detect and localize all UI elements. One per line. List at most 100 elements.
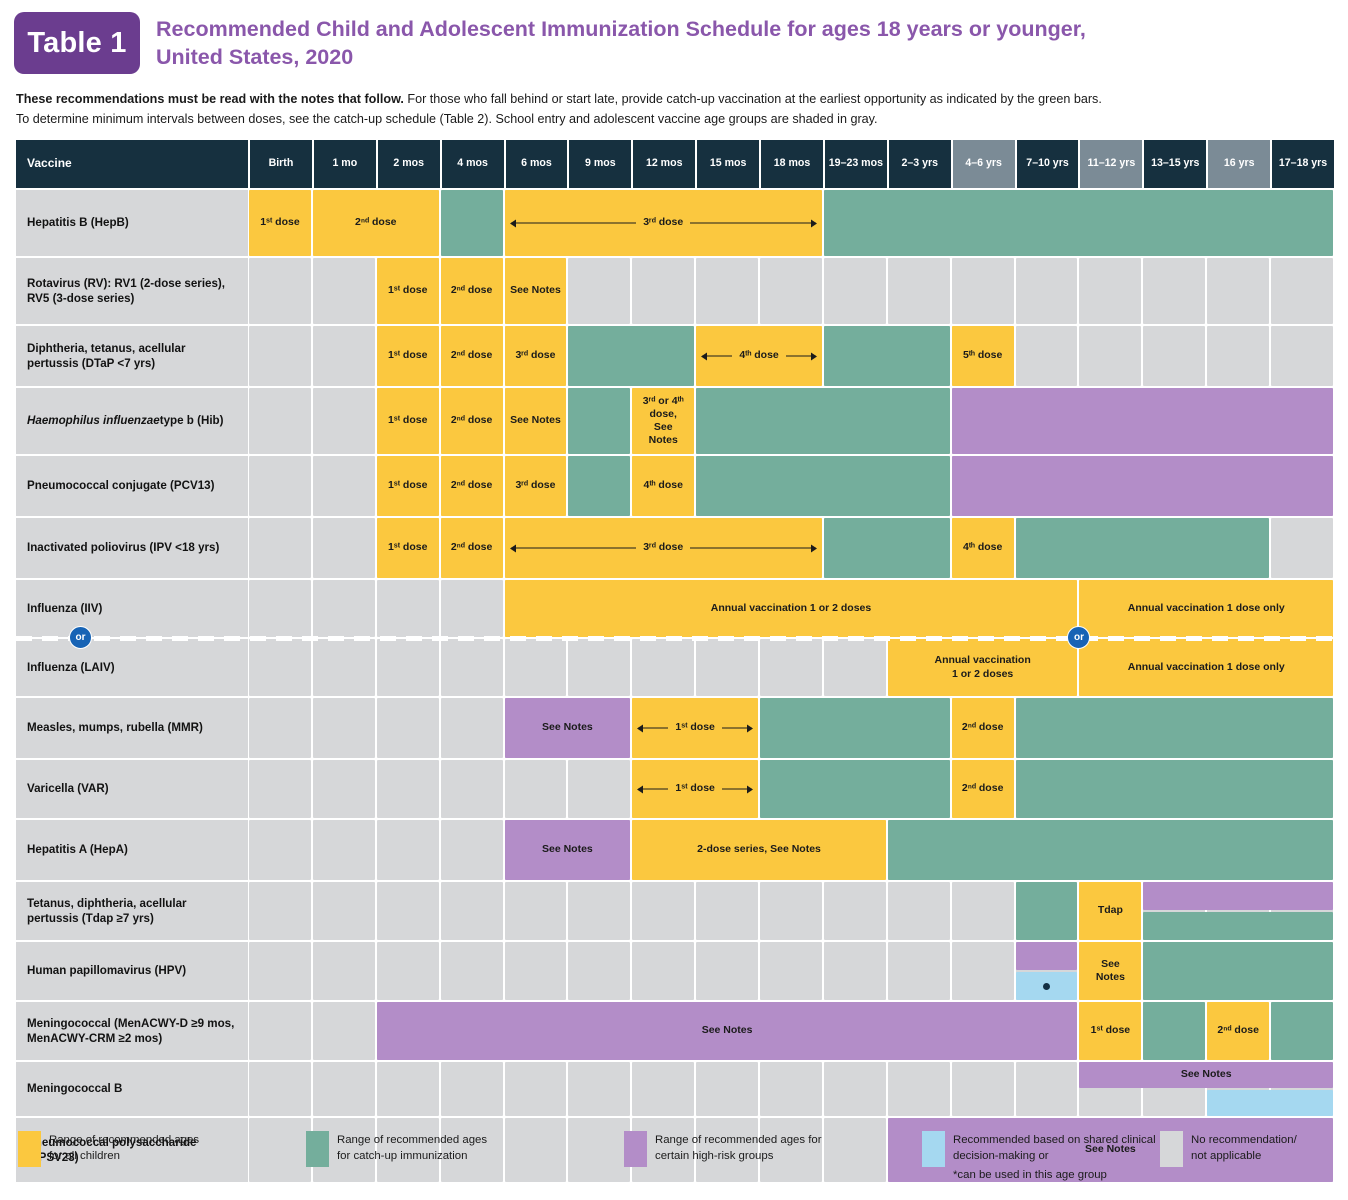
cell-label: Tdap bbox=[1097, 904, 1123, 917]
cell-empty bbox=[760, 639, 822, 696]
cell-empty bbox=[887, 1062, 950, 1116]
cell-empty bbox=[249, 258, 311, 324]
cell-empty bbox=[249, 698, 311, 758]
cell-empty bbox=[823, 639, 886, 696]
cell-empty bbox=[760, 882, 822, 940]
cell-empty bbox=[760, 1118, 822, 1182]
cell-menacwy-3: 2ⁿᵈ dose bbox=[1207, 1002, 1270, 1060]
cell-empty bbox=[696, 882, 759, 940]
legend: Range of recommended ages for all childre… bbox=[18, 1131, 1334, 1193]
cell-empty bbox=[1271, 258, 1333, 324]
legend-line-2: decision-making or bbox=[953, 1150, 1049, 1163]
row-label-hib: Haemophilus influenzae type b (Hib) bbox=[16, 388, 248, 454]
cell-ipv-2: 3ʳᵈ dose bbox=[504, 518, 822, 578]
legend-line-2: for all children bbox=[49, 1150, 120, 1163]
cell-empty bbox=[1143, 326, 1206, 386]
column-header-age-1: 1 mo bbox=[311, 140, 376, 188]
cell-ipv-1: 2ⁿᵈ dose bbox=[440, 518, 503, 578]
cell-empty bbox=[376, 882, 439, 940]
cell-hepb-2 bbox=[440, 190, 503, 256]
cell-empty bbox=[312, 518, 375, 578]
cell-ipv-3 bbox=[823, 518, 950, 578]
column-header-age-9: 19–23 mos bbox=[822, 140, 887, 188]
legend-text-purple: Range of recommended ages for certain hig… bbox=[655, 1131, 822, 1164]
legend-item-gray: No recommendation/not applicable bbox=[1160, 1131, 1334, 1193]
legend-line-1: No recommendation/ bbox=[1191, 1134, 1297, 1146]
cell-hib-2: See Notes bbox=[504, 388, 567, 454]
table-row-iiv: Influenza (IIV) Annual vaccination 1 or 2… bbox=[16, 580, 1334, 637]
cell-empty bbox=[249, 882, 311, 940]
legend-line-1: Range of recommended ages bbox=[49, 1134, 200, 1146]
cell-empty bbox=[249, 388, 311, 454]
legend-line-1: Range of recommended ages bbox=[337, 1134, 488, 1146]
cell-empty bbox=[823, 1062, 886, 1116]
cell-empty bbox=[696, 1062, 759, 1116]
cell-dtap-2: 3ʳᵈ dose bbox=[504, 326, 567, 386]
cell-label: 1ˢᵗ dose bbox=[668, 721, 722, 735]
cell-empty bbox=[1143, 258, 1206, 324]
cell-hepa-0: See Notes bbox=[504, 820, 631, 880]
cell-empty bbox=[312, 760, 375, 818]
legend-item-purple: Range of recommended ages for certain hig… bbox=[624, 1131, 922, 1193]
legend-text-green: Range of recommended ages for catch-up im… bbox=[337, 1131, 487, 1164]
cell-ipv-0: 1ˢᵗ dose bbox=[376, 518, 439, 578]
cell-empty bbox=[696, 639, 759, 696]
table-row-rotavirus: Rotavirus (RV): RV1 (2-dose series), RV5… bbox=[16, 258, 1334, 324]
cell-pcv13-4: 4ᵗʰ dose bbox=[632, 456, 695, 516]
table-row-ipv: Inactivated poliovirus (IPV <18 yrs) 1ˢᵗ … bbox=[16, 518, 1334, 578]
cell-empty bbox=[823, 942, 886, 1000]
cell-iiv-1: Annual vaccination 1 dose only bbox=[1079, 580, 1333, 637]
cell-empty bbox=[440, 1062, 503, 1116]
cell-empty bbox=[440, 580, 503, 637]
cell-empty bbox=[249, 518, 311, 578]
cell-empty bbox=[312, 639, 375, 696]
table-row-dtap: Diphtheria, tetanus, acellular pertussis… bbox=[16, 326, 1334, 386]
cell-pcv13-5 bbox=[696, 456, 950, 516]
column-header-age-3: 4 mos bbox=[439, 140, 504, 188]
cell-empty bbox=[1015, 326, 1078, 386]
cell-empty bbox=[632, 639, 695, 696]
cell-empty bbox=[440, 760, 503, 818]
cell-hpv-2: See Notes bbox=[1079, 942, 1142, 1000]
table-row-mmr: Measles, mumps, rubella (MMR) See Notes 1ˢ… bbox=[16, 698, 1334, 758]
cell-laiv-1: Annual vaccination 1 dose only bbox=[1079, 639, 1333, 696]
cell-empty bbox=[440, 639, 503, 696]
cell-tdap-3 bbox=[1143, 912, 1333, 940]
cell-empty bbox=[312, 1062, 375, 1116]
cell-label: 1ˢᵗ dose bbox=[387, 414, 428, 427]
legend-swatch-purple bbox=[624, 1131, 647, 1167]
cell-pcv13-2: 3ʳᵈ dose bbox=[504, 456, 567, 516]
cell-empty bbox=[568, 1062, 631, 1116]
cell-empty bbox=[312, 258, 375, 324]
cell-var-3 bbox=[1015, 760, 1333, 818]
cell-hpv-1 bbox=[1015, 972, 1078, 1000]
legend-text-gray: No recommendation/not applicable bbox=[1191, 1131, 1297, 1164]
cell-empty bbox=[1207, 258, 1270, 324]
cell-ipv-4: 4ᵗʰ dose bbox=[951, 518, 1014, 578]
cell-empty bbox=[440, 698, 503, 758]
cell-dtap-1: 2ⁿᵈ dose bbox=[440, 326, 503, 386]
cell-empty bbox=[376, 1062, 439, 1116]
cell-label: Annual vaccination 1 dose only bbox=[1127, 660, 1285, 673]
cell-empty bbox=[249, 326, 311, 386]
cell-hepb-1: 2ⁿᵈ dose bbox=[312, 190, 439, 256]
column-header-vaccine: Vaccine bbox=[16, 140, 248, 188]
cell-empty bbox=[568, 258, 631, 324]
legend-text-yellow: Range of recommended ages for all childre… bbox=[49, 1131, 199, 1164]
table-row-tdap: Tetanus, diphtheria, acellular pertussis… bbox=[16, 882, 1334, 940]
cell-pcv13-6 bbox=[951, 456, 1333, 516]
cell-empty bbox=[249, 639, 311, 696]
cell-empty bbox=[312, 388, 375, 454]
cell-empty bbox=[1207, 326, 1270, 386]
cell-empty bbox=[249, 1118, 311, 1182]
cell-label: See Notes bbox=[542, 843, 593, 856]
row-label-hepb: Hepatitis B (HepB) bbox=[16, 190, 248, 256]
legend-swatch-gray bbox=[1160, 1131, 1183, 1167]
page-title-line2: United States, 2020 bbox=[156, 45, 354, 70]
cell-empty bbox=[760, 258, 822, 324]
cell-mmr-2 bbox=[760, 698, 950, 758]
cell-empty bbox=[376, 1118, 439, 1182]
cell-label: 1ˢᵗ dose bbox=[387, 541, 428, 554]
cell-empty bbox=[249, 820, 311, 880]
cell-hib-1: 2ⁿᵈ dose bbox=[440, 388, 503, 454]
